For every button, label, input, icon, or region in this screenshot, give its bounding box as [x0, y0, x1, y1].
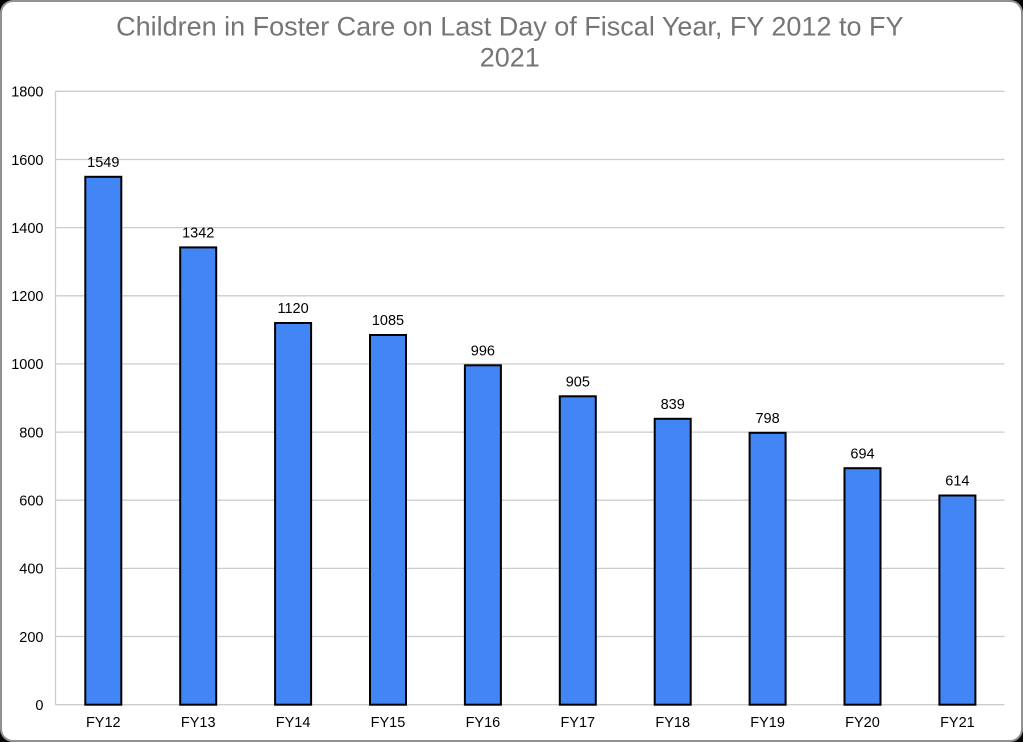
svg-text:Children in Foster Care on Las: Children in Foster Care on Last Day of F… [116, 11, 903, 41]
svg-text:1400: 1400 [11, 221, 43, 237]
svg-text:0: 0 [35, 698, 43, 714]
svg-text:1120: 1120 [278, 301, 309, 317]
svg-text:614: 614 [945, 474, 969, 490]
svg-text:FY12: FY12 [86, 715, 121, 731]
svg-text:905: 905 [566, 375, 590, 391]
svg-text:1000: 1000 [11, 357, 43, 373]
svg-text:798: 798 [755, 411, 779, 427]
svg-text:600: 600 [19, 494, 43, 510]
svg-text:839: 839 [661, 397, 685, 413]
svg-text:400: 400 [19, 562, 43, 578]
svg-text:1800: 1800 [11, 85, 43, 101]
svg-text:1200: 1200 [11, 289, 43, 305]
svg-text:FY21: FY21 [940, 715, 975, 731]
svg-text:FY19: FY19 [750, 715, 785, 731]
svg-text:1600: 1600 [11, 153, 43, 169]
svg-text:FY16: FY16 [466, 715, 501, 731]
svg-text:800: 800 [19, 425, 43, 441]
svg-text:FY14: FY14 [276, 715, 311, 731]
svg-text:FY20: FY20 [845, 715, 880, 731]
svg-text:FY13: FY13 [181, 715, 216, 731]
svg-text:996: 996 [471, 344, 495, 360]
svg-text:FY15: FY15 [371, 715, 406, 731]
svg-text:1342: 1342 [182, 226, 214, 242]
svg-text:694: 694 [850, 446, 874, 462]
svg-text:2021: 2021 [480, 43, 540, 73]
svg-text:FY17: FY17 [560, 715, 595, 731]
svg-text:1085: 1085 [372, 313, 404, 329]
svg-text:FY18: FY18 [655, 715, 690, 731]
svg-text:200: 200 [19, 630, 43, 646]
svg-text:1549: 1549 [87, 155, 119, 171]
